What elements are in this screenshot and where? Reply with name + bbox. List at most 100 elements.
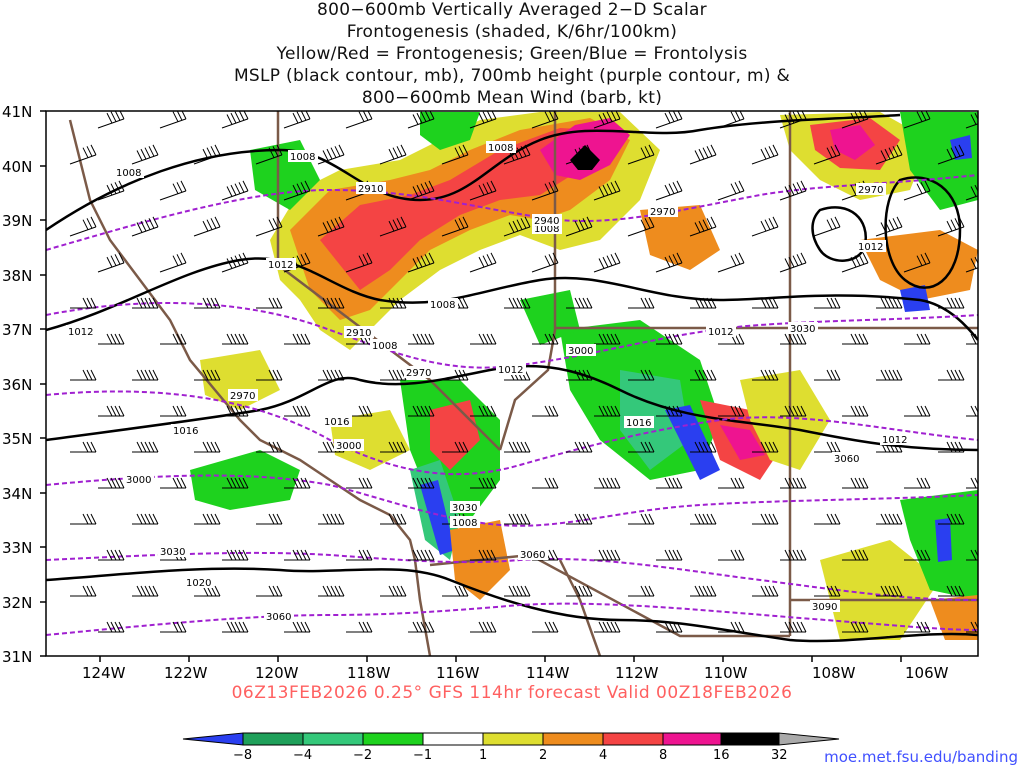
wind-barb	[842, 549, 869, 561]
colorbar-swatch	[602, 732, 664, 746]
wind-barb	[222, 477, 249, 489]
fg-yellow-se	[820, 540, 940, 640]
wind-barb	[284, 549, 311, 561]
wind-barb	[903, 252, 931, 273]
wind-barb	[876, 369, 903, 381]
wind-barb	[531, 180, 559, 201]
title-line-2: Frontogenesis (shaded, K/6hr/100km)	[346, 22, 678, 42]
wind-barb	[317, 216, 345, 237]
wind-barb	[97, 180, 125, 201]
fl-green-north	[420, 112, 480, 150]
wind-barb	[937, 216, 965, 237]
wind-barb	[442, 369, 469, 381]
height-label: 2970	[858, 185, 883, 196]
colorbar-right-arrow	[778, 732, 840, 746]
wind-barb	[408, 477, 435, 489]
wind-barb	[779, 180, 807, 201]
lat-label: 36N	[2, 376, 32, 394]
height-label: 3030	[160, 547, 185, 558]
wind-barb	[627, 216, 655, 237]
wind-barb	[283, 180, 311, 201]
lat-label: 35N	[2, 430, 32, 448]
colorbar-swatch	[302, 732, 364, 746]
wind-barb	[780, 477, 807, 489]
lon-labels: 124W 122W 120W 118W 116W 114W 112W 110W …	[82, 664, 949, 682]
lat-label: 39N	[2, 212, 32, 230]
wind-barb	[904, 549, 931, 561]
wind-barb	[628, 441, 655, 453]
mslp-label: 1016	[324, 417, 349, 428]
fl-blue-sw	[420, 480, 455, 555]
wind-barb	[442, 441, 469, 453]
wind-barb	[469, 252, 497, 273]
wind-barb	[689, 216, 717, 237]
wind-barb	[938, 513, 965, 525]
wind-barb	[132, 513, 159, 525]
wind-barb	[814, 297, 841, 309]
map-panel: 1008 1008 1008 1012 1008 1008 1012 1016 …	[46, 111, 978, 656]
wind-barb	[193, 144, 221, 165]
wind-barb	[566, 441, 593, 453]
wind-barb	[97, 111, 125, 129]
wind-barb	[470, 477, 497, 489]
wind-barb	[532, 621, 559, 633]
wind-barb	[159, 111, 187, 129]
colorbar-swatch	[662, 732, 722, 746]
wind-barb	[222, 621, 249, 633]
baja-coast	[413, 559, 432, 656]
wind-barb	[842, 333, 869, 345]
wind-barb	[346, 621, 373, 633]
wind-barb	[813, 216, 841, 237]
wind-barb	[503, 216, 531, 237]
wind-barb	[380, 513, 407, 525]
wind-barb	[594, 621, 621, 633]
lat-label: 34N	[2, 485, 32, 503]
wind-barb	[531, 111, 559, 129]
wind-barb	[751, 216, 779, 237]
height-label: 3060	[834, 454, 859, 465]
mslp-contour-closed	[811, 206, 868, 262]
lat-label: 40N	[2, 158, 32, 176]
wind-barb	[938, 585, 965, 597]
mslp-contour	[46, 364, 978, 452]
wind-barb	[194, 513, 221, 525]
wind-barb	[159, 180, 187, 201]
height-label: 3000	[336, 441, 361, 452]
colorbar-tick: 4	[599, 748, 607, 763]
lon-label: 106W	[905, 664, 949, 682]
wind-barb	[655, 180, 683, 201]
mslp-contour	[46, 257, 978, 341]
wind-barb	[593, 111, 621, 129]
wind-barb	[160, 333, 187, 345]
wind-barb	[504, 513, 531, 525]
wind-barb	[752, 297, 779, 309]
wind-barb	[842, 477, 869, 489]
wind-barb	[655, 252, 683, 273]
wind-barb	[752, 585, 779, 597]
wind-barb	[194, 297, 221, 309]
fg-ne-magenta	[830, 125, 875, 160]
lat-label: 41N	[2, 103, 32, 121]
wind-barb	[876, 297, 903, 309]
lon-label: 108W	[812, 664, 856, 682]
height-label: 3060	[266, 612, 291, 623]
mslp-label: 1008	[534, 224, 559, 235]
fl-blue-central	[665, 405, 720, 480]
wind-barb	[318, 513, 345, 525]
wind-barbs	[69, 111, 978, 633]
fl-green-mid2	[520, 290, 580, 345]
mslp-label: 1008	[488, 143, 513, 154]
wind-barb	[98, 549, 125, 561]
wind-barb	[842, 621, 869, 633]
wind-barb	[594, 477, 621, 489]
mslp-label: 1020	[186, 578, 211, 589]
wind-barb	[814, 513, 841, 525]
wind-barb	[98, 405, 125, 417]
wind-barb	[937, 144, 965, 165]
wind-barb	[131, 216, 159, 237]
wind-barb	[904, 477, 931, 489]
credit-url: moe.met.fsu.edu/banding	[824, 748, 1018, 766]
mslp-label: 1008	[452, 518, 477, 529]
wind-barb	[904, 621, 931, 633]
